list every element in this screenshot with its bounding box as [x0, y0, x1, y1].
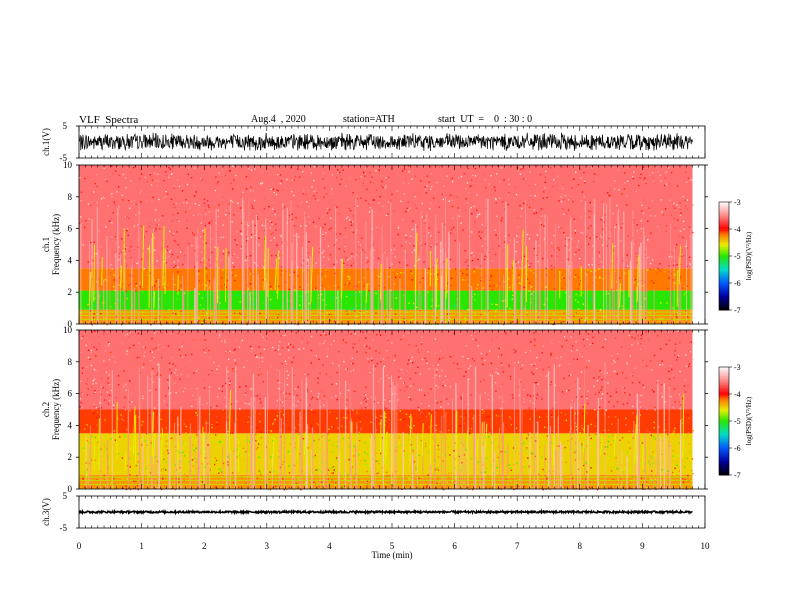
date-label: Aug.4 , 2020 [251, 114, 306, 125]
ch1-spectrogram-band [79, 268, 693, 291]
ch2-spectrogram-colorbar-tick-label: -4 [734, 390, 741, 399]
station-label: station=ATH [343, 114, 395, 125]
ch1-waveform-ytick-label: -5 [60, 153, 68, 163]
ch1-waveform-ylabel: ch.1(V) [41, 128, 51, 156]
ch2-spectrogram-colorbar [719, 367, 729, 476]
x-tick-label: 8 [578, 541, 583, 551]
ch2-spectrogram-ytick-label: 0 [68, 484, 73, 494]
x-tick-label: 2 [202, 541, 207, 551]
x-tick-label: 7 [515, 541, 520, 551]
ch2-spectrogram-band [79, 330, 693, 410]
x-tick-label: 1 [139, 541, 144, 551]
x-tick-label: 5 [390, 541, 395, 551]
x-tick-label: 6 [452, 541, 457, 551]
x-axis-label: Time (min) [372, 550, 413, 560]
ch2-spectrogram-ytick-label: 8 [68, 357, 73, 367]
ch2-spectrogram-ytick-label: 10 [63, 325, 73, 335]
x-tick-label: 0 [77, 541, 82, 551]
ch1-spectrogram-ytick-label: 4 [68, 255, 73, 265]
ch2-spectrogram-colorbar-tick-label: -7 [734, 471, 741, 480]
ch2-spectrogram-band [79, 474, 693, 489]
ch1-spectrogram-ylabel-channel: ch.1 [41, 237, 51, 252]
start-ut-label: start UT = 0 : 30 : 0 [438, 114, 533, 125]
ch2-spectrogram-ytick-label: 2 [68, 452, 73, 462]
ch1-spectrogram-ytick-label: 0 [68, 319, 73, 329]
x-tick-label: 4 [327, 541, 332, 551]
ch2-spectrogram-ytick-label: 6 [68, 389, 73, 399]
chart-title: VLF Spectra [79, 114, 139, 126]
ch3-waveform-trace [78, 508, 693, 516]
ch3-waveform-ytick-label: 5 [63, 491, 68, 501]
ch1-spectrogram-colorbar-tick-label: -5 [734, 252, 741, 261]
ch1-spectrogram-colorbar-tick-label: -6 [734, 279, 741, 288]
ch3-waveform-ylabel: ch.3(V) [41, 498, 51, 526]
ch2-spectrogram-image [79, 330, 694, 491]
ch2-spectrogram-colorbar-label: log(PSD)(V²/Hz) [745, 396, 753, 445]
ch1-spectrogram-colorbar-tick-label: -3 [734, 198, 741, 207]
ch1-waveform-ytick-label: 5 [63, 121, 68, 131]
ch2-spectrogram-ytick-label: 4 [68, 420, 73, 430]
ch1-spectrogram-ytick-label: 8 [68, 192, 73, 202]
ch1-spectrogram-band [79, 165, 693, 269]
x-tick-label: 3 [265, 541, 270, 551]
ch2-spectrogram-colorbar-tick-label: -3 [734, 363, 741, 372]
ch1-spectrogram-ytick-label: 6 [68, 224, 73, 234]
ch1-spectrogram-ytick-label: 2 [68, 287, 73, 297]
ch2-spectrogram-colorbar-tick-label: -6 [734, 444, 741, 453]
ch1-spectrogram-colorbar [719, 202, 729, 311]
x-tick-label: 9 [640, 541, 645, 551]
ch3-waveform-ytick-label: -5 [60, 523, 68, 533]
ch1-spectrogram-ytick-label: 10 [63, 160, 73, 170]
ch2-spectrogram-ylabel: Frequency (kHz) [51, 379, 61, 440]
ch1-spectrogram-colorbar-tick-label: -4 [734, 225, 741, 234]
x-tick-label: 10 [701, 541, 711, 551]
ch1-waveform-trace [78, 132, 693, 152]
ch1-spectrogram-image [79, 165, 694, 326]
ch1-spectrogram-ylabel: Frequency (kHz) [51, 214, 61, 275]
ch1-spectrogram-colorbar-tick-label: -7 [734, 306, 741, 315]
ch2-spectrogram-ylabel-channel: ch.2 [41, 402, 51, 417]
ch2-spectrogram-colorbar-tick-label: -5 [734, 417, 741, 426]
ch1-spectrogram-colorbar-label: log(PSD)(V²/Hz) [745, 231, 753, 280]
